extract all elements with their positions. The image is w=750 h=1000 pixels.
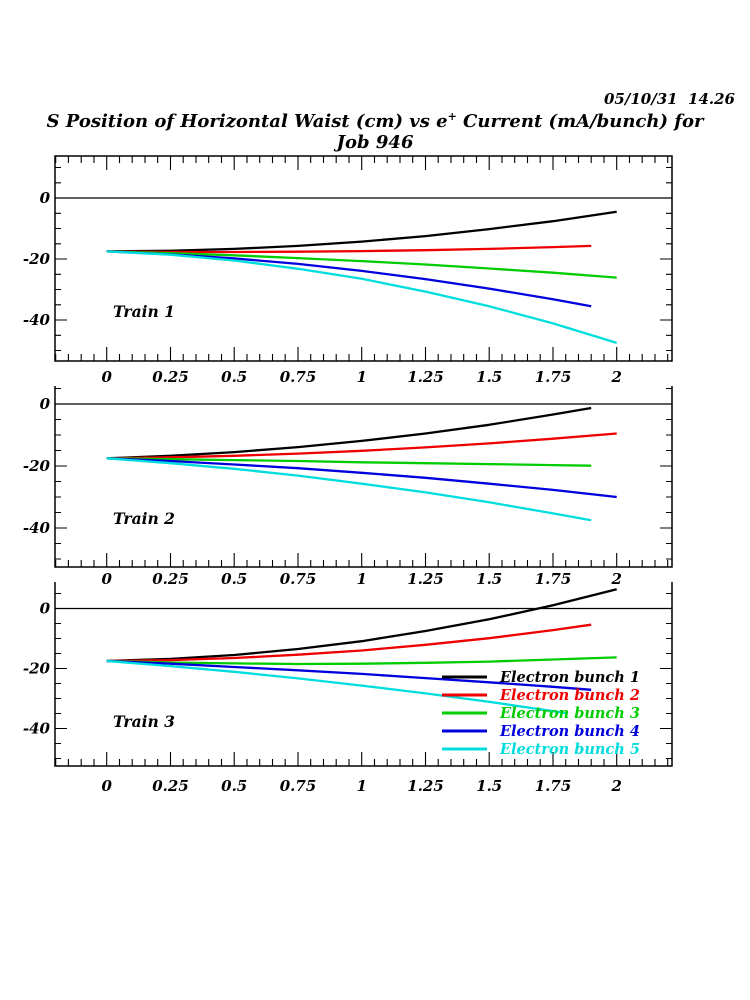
x-tick-label: 0 [101, 368, 112, 386]
panel-3-x-ticks [55, 752, 669, 766]
plot-title: S Position of Horizontal Waist (cm) vs e… [40, 110, 710, 153]
title-superscript: + [447, 110, 457, 123]
panel-2-curve-electron-bunch-3 [106, 457, 592, 467]
train-label-2: Train 2 [113, 509, 175, 528]
x-tick-label: 0.25 [152, 777, 189, 795]
x-tick-label: 1 [356, 777, 366, 795]
panel-1-frame [54, 155, 673, 362]
x-tick-label: 1 [356, 570, 366, 588]
legend-label-3: Electron bunch 3 [499, 705, 640, 722]
x-tick-label: 0.5 [221, 570, 247, 588]
y-tick-label: -20 [23, 250, 51, 268]
x-tick-label: 0.75 [280, 777, 317, 795]
y-tick-label: 0 [40, 189, 51, 207]
panel-2-curve-electron-bunch-1 [106, 406, 592, 460]
y-tick-label: -40 [23, 311, 51, 329]
x-tick-label: 1.25 [407, 570, 444, 588]
y-tick-label: -40 [23, 519, 51, 537]
x-tick-label: 2 [610, 368, 621, 386]
train-label-3: Train 3 [113, 712, 175, 731]
panel-2-curve-electron-bunch-2 [106, 432, 617, 460]
panel-1-curve-electron-bunch-2 [106, 244, 592, 254]
panel-3-y-ticks [55, 592, 672, 760]
panel-2-curve-electron-bunch-4 [106, 457, 617, 499]
title-prefix: S Position of Horizontal Waist (cm) vs e [46, 111, 448, 132]
y-tick-label: -40 [23, 720, 51, 738]
panel-1-curve-electron-bunch-3 [106, 250, 617, 279]
x-tick-label: 2 [610, 570, 621, 588]
y-tick-label: 0 [40, 395, 51, 413]
x-tick-label: 2 [610, 777, 621, 795]
x-tick-label: 1.75 [535, 777, 572, 795]
panel-2-y-ticks [55, 387, 672, 560]
train-label-1: Train 1 [113, 302, 175, 321]
panel-3-curve-electron-bunch-3 [106, 656, 617, 666]
panel-1-curve-electron-bunch-5 [106, 250, 618, 344]
x-tick-label: 0.25 [152, 368, 189, 386]
x-tick-label: 0 [101, 777, 112, 795]
panel-3-curve-electron-bunch-2 [106, 623, 592, 663]
x-tick-label: 0.75 [280, 368, 317, 386]
x-tick-label: 0.75 [280, 570, 317, 588]
x-tick-label: 1.25 [407, 777, 444, 795]
title-suffix: Current (mA/bunch) for Job 946 [336, 111, 704, 153]
x-tick-label: 0.5 [221, 368, 247, 386]
panel-2-curve-electron-bunch-5 [106, 457, 592, 522]
y-tick-label: -20 [23, 457, 51, 475]
x-tick-label: 0.25 [152, 570, 189, 588]
panel-1-curve-electron-bunch-1 [106, 210, 617, 253]
x-tick-label: 1.5 [476, 777, 502, 795]
legend-label-5: Electron bunch 5 [499, 741, 640, 758]
panel-2-x-ticks [55, 553, 669, 567]
x-tick-label: 1.25 [407, 368, 444, 386]
panel-3-curve-electron-bunch-4 [106, 659, 592, 691]
panel-3-frame [54, 582, 673, 767]
x-tick-label: 1 [356, 368, 366, 386]
legend-label-2: Electron bunch 2 [499, 687, 640, 704]
y-tick-label: -20 [23, 660, 51, 678]
x-tick-label: 1.75 [535, 368, 572, 386]
panel-1-y-ticks [55, 166, 672, 352]
timestamp: 05/10/31 14.26 [604, 90, 735, 108]
panel-3-curve-electron-bunch-5 [106, 659, 566, 715]
x-tick-label: 0.5 [221, 777, 247, 795]
y-tick-label: 0 [40, 600, 51, 618]
legend-label-4: Electron bunch 4 [499, 723, 640, 740]
legend-label-1: Electron bunch 1 [499, 669, 640, 686]
x-tick-label: 1.75 [535, 570, 572, 588]
panel-1-x-ticks [55, 156, 669, 361]
panel-2-frame [54, 386, 673, 568]
x-tick-label: 0 [101, 570, 112, 588]
panel-3-curve-electron-bunch-1 [106, 588, 617, 663]
x-tick-label: 1.5 [476, 570, 502, 588]
x-tick-label: 1.5 [476, 368, 502, 386]
